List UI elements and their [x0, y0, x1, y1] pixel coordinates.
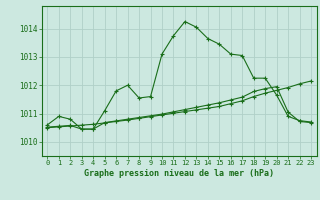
- X-axis label: Graphe pression niveau de la mer (hPa): Graphe pression niveau de la mer (hPa): [84, 169, 274, 178]
